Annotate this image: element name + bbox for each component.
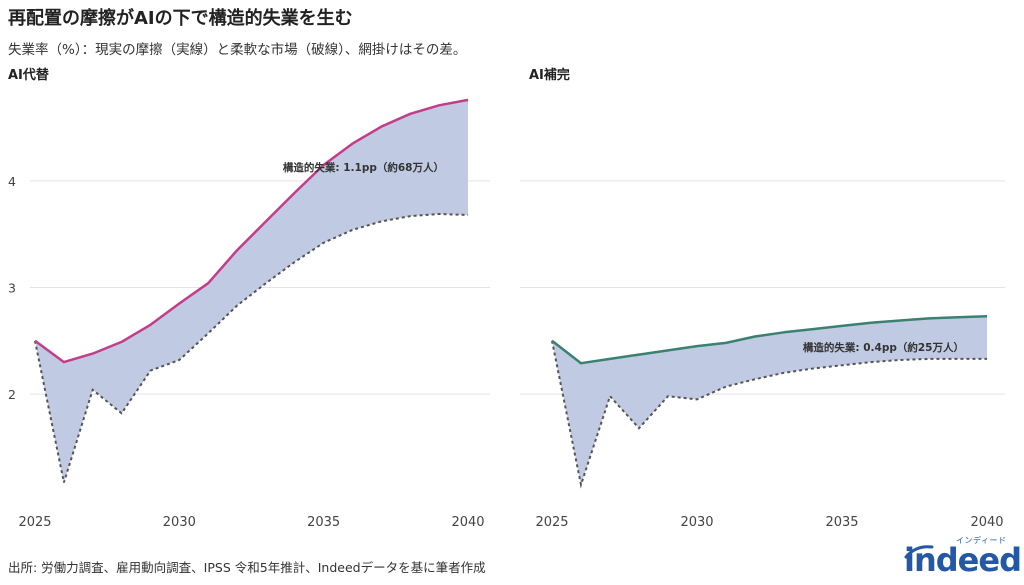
indeed-logo: インディード indeed bbox=[902, 535, 1022, 579]
gap-area bbox=[35, 99, 468, 483]
actual-friction-line bbox=[34, 98, 469, 364]
x-tick-label: 2025 bbox=[18, 515, 51, 530]
gap-annotation: 構造的失業: 1.1pp（約68万人） bbox=[283, 161, 444, 174]
x-tick-label: 2025 bbox=[535, 515, 568, 530]
flexible-market-line bbox=[34, 212, 469, 483]
chart-subtitle: 失業率（%）：現実の摩擦（実線）と柔軟な市場（破線）、網掛けはその差。 bbox=[8, 42, 467, 58]
gap-annotation: 構造的失業: 0.4pp（約25万人） bbox=[803, 341, 964, 354]
x-tick-label: 2030 bbox=[163, 515, 196, 530]
x-tick-label: 2030 bbox=[680, 515, 713, 530]
x-tick-label: 2040 bbox=[970, 515, 1003, 530]
panel-title: AI代替 bbox=[8, 67, 50, 83]
x-tick-label: 2035 bbox=[825, 515, 858, 530]
chart-title: 再配置の摩擦がAIの下で構造的失業を生む bbox=[8, 8, 353, 29]
y-tick-label: 2 bbox=[8, 387, 16, 402]
logo-arc-icon bbox=[904, 545, 934, 559]
actual-friction-line bbox=[551, 315, 988, 365]
logo-wordmark: indeed bbox=[904, 541, 1022, 579]
logo-superscript: インディード bbox=[956, 536, 1007, 545]
gap-area bbox=[552, 316, 987, 485]
panel-title: AI補完 bbox=[529, 67, 570, 83]
x-tick-label: 2035 bbox=[307, 515, 340, 530]
x-tick-label: 2040 bbox=[451, 515, 484, 530]
y-tick-label: 3 bbox=[8, 281, 16, 296]
flexible-market-line bbox=[551, 340, 987, 489]
source-note: 出所: 労働力調査、雇用動向調査、IPSS 令和5年推計、Indeedデータを基… bbox=[8, 560, 486, 575]
y-tick-label: 4 bbox=[8, 174, 16, 189]
